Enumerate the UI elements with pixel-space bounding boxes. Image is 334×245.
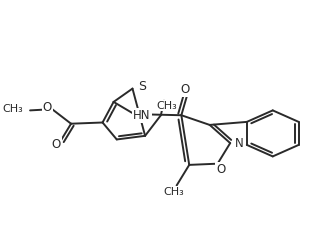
Text: CH₃: CH₃	[163, 186, 184, 196]
Text: O: O	[216, 162, 225, 175]
Text: O: O	[43, 101, 52, 114]
Text: HN: HN	[133, 109, 151, 122]
Text: N: N	[235, 137, 243, 150]
Text: O: O	[180, 83, 190, 96]
Text: CH₃: CH₃	[2, 104, 23, 114]
Text: CH₃: CH₃	[156, 100, 177, 110]
Text: S: S	[138, 80, 146, 93]
Text: O: O	[52, 138, 61, 151]
